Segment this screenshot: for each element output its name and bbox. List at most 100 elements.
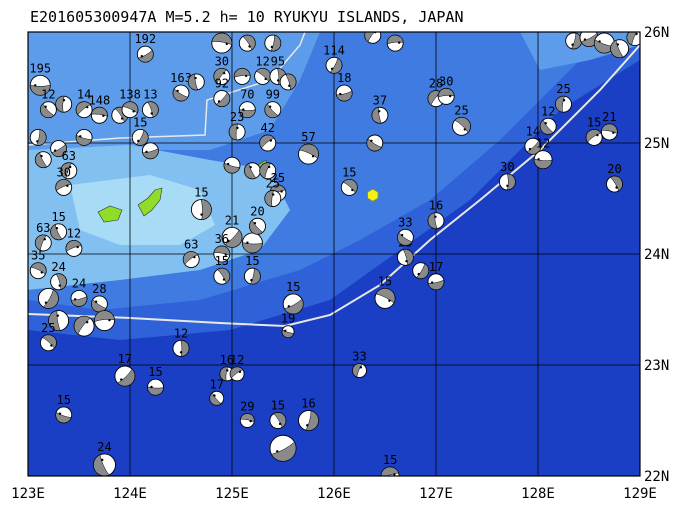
lat-label: 25N (644, 136, 669, 152)
depth-label: 21 (602, 110, 616, 124)
boundary-line (28, 32, 306, 146)
depth-label: 63 (184, 238, 198, 252)
focal-mechanism: 15 (364, 32, 382, 44)
focal-mechanism (73, 315, 95, 337)
focal-mechanism: 24 (70, 276, 88, 307)
depth-label: 25 (454, 103, 468, 117)
focal-mechanism: 23 (228, 110, 246, 141)
depth-label: 99 (266, 88, 280, 102)
depth-label: 21 (225, 213, 239, 227)
depth-label: 28 (429, 77, 443, 91)
depth-label: 12 (230, 353, 244, 367)
focal-mechanism (75, 128, 93, 146)
focal-mechanism: 16 (219, 353, 235, 382)
focal-mechanism: 15 (380, 453, 400, 476)
lon-label: 127E (419, 486, 453, 502)
focal-mechanism: 63 (182, 238, 200, 268)
focal-mechanism: 20 (249, 204, 266, 235)
depth-label: 15 (587, 115, 601, 129)
focal-mechanism (141, 142, 159, 160)
map-frame (27, 31, 641, 477)
lat-label: 24N (644, 247, 669, 263)
latitude-labels: 26N 25N 24N 23N 22N (644, 25, 669, 485)
depth-label: 15 (133, 115, 147, 129)
lat-label: 23N (644, 358, 669, 374)
focal-mechanism: 36 (213, 232, 231, 263)
depth-label: 163 (170, 71, 192, 85)
focal-mechanism: 21 (221, 213, 243, 248)
depth-label: 15 (51, 210, 65, 224)
focal-mechanism: 15 (213, 254, 231, 285)
focal-mechanism: 12 (39, 88, 57, 119)
focal-mechanism: 42 (259, 121, 277, 152)
depth-label: 24 (72, 276, 86, 290)
focal-mechanism: 18 (335, 71, 353, 102)
depth-label: 12 (67, 226, 81, 240)
focal-mechanism: 30 (55, 165, 73, 196)
focal-mechanism: 24 (50, 260, 68, 291)
depth-label: 28 (92, 282, 106, 296)
focal-mechanism: 14 (524, 124, 542, 155)
focal-mechanism: 17 (209, 377, 225, 406)
focal-mechanism (187, 73, 205, 91)
depth-label: 148 (89, 93, 111, 107)
focal-mechanism (610, 39, 630, 59)
depth-label: 192 (134, 32, 156, 46)
focal-mechanism: 138 (119, 88, 141, 119)
focal-mechanism (366, 134, 384, 152)
focal-mechanism: 37 (371, 93, 389, 124)
depth-label: 29 (240, 400, 254, 414)
focal-mechanism: 13 (141, 88, 159, 119)
focal-mechanism: 64 (386, 32, 404, 52)
focal-mechanism: 15 (626, 16, 642, 46)
focal-mechanism: 35 (29, 249, 47, 280)
depth-label: 57 (301, 130, 315, 144)
depth-label: 12 (174, 326, 188, 340)
depth-label: 23 (230, 110, 244, 124)
depth-label: 14 (526, 124, 540, 138)
focal-mechanism: 25 (39, 321, 57, 352)
focal-mechanism: 19 (281, 312, 295, 339)
focal-mechanism (279, 73, 297, 91)
depth-label: 12 (541, 104, 555, 118)
depth-label: 15 (271, 399, 285, 413)
depth-label: 17 (118, 352, 132, 366)
focal-mechanism: 15 (55, 393, 73, 424)
focal-mechanism: 15 (374, 274, 396, 309)
depth-label: 30 (215, 54, 229, 68)
focal-mechanism: 16 (427, 199, 445, 230)
focal-mechanism: 25 (452, 103, 471, 136)
focal-mechanism: 17 (427, 260, 445, 291)
focal-mechanism (412, 262, 430, 280)
depth-label: 30 (500, 160, 514, 174)
depth-label: 114 (323, 43, 345, 57)
depth-label: 15 (383, 453, 397, 467)
depth-label: 63 (36, 221, 50, 235)
depth-label: 15 (628, 16, 642, 30)
focal-mechanism (238, 34, 256, 52)
depth-label: 12 (536, 137, 550, 151)
depth-label: 19 (281, 312, 295, 326)
depth-label: 12 (255, 54, 269, 68)
focal-mechanism: 57 (298, 130, 319, 165)
focal-mechanism: 25 (555, 82, 572, 113)
focal-mechanism: 63 (60, 149, 78, 180)
depth-label: 16 (301, 397, 315, 411)
lon-label: 124E (113, 486, 147, 502)
focal-mechanism: 15 (585, 115, 603, 146)
depth-label: 16 (220, 353, 234, 367)
focal-mechanism: 30 (498, 160, 516, 191)
focal-mechanism: 12 (172, 326, 190, 357)
focal-mechanism: 33 (396, 215, 414, 246)
focal-mechanism: 15 (269, 399, 287, 429)
longitude-labels: 123E 124E 125E 126E 127E 128E 129E (11, 486, 657, 502)
focal-mechanism (223, 156, 241, 174)
focal-mechanism (264, 34, 282, 52)
focal-mechanism: 148 (89, 93, 111, 124)
focal-mechanism: 163 (170, 71, 192, 102)
focal-mechanism: 15 (131, 115, 149, 146)
focal-mechanism: 33 (352, 350, 367, 378)
depth-label: 12 (41, 88, 55, 102)
